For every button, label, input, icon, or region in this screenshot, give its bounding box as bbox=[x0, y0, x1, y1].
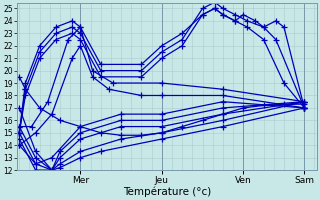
X-axis label: Température (°c): Température (°c) bbox=[123, 186, 211, 197]
